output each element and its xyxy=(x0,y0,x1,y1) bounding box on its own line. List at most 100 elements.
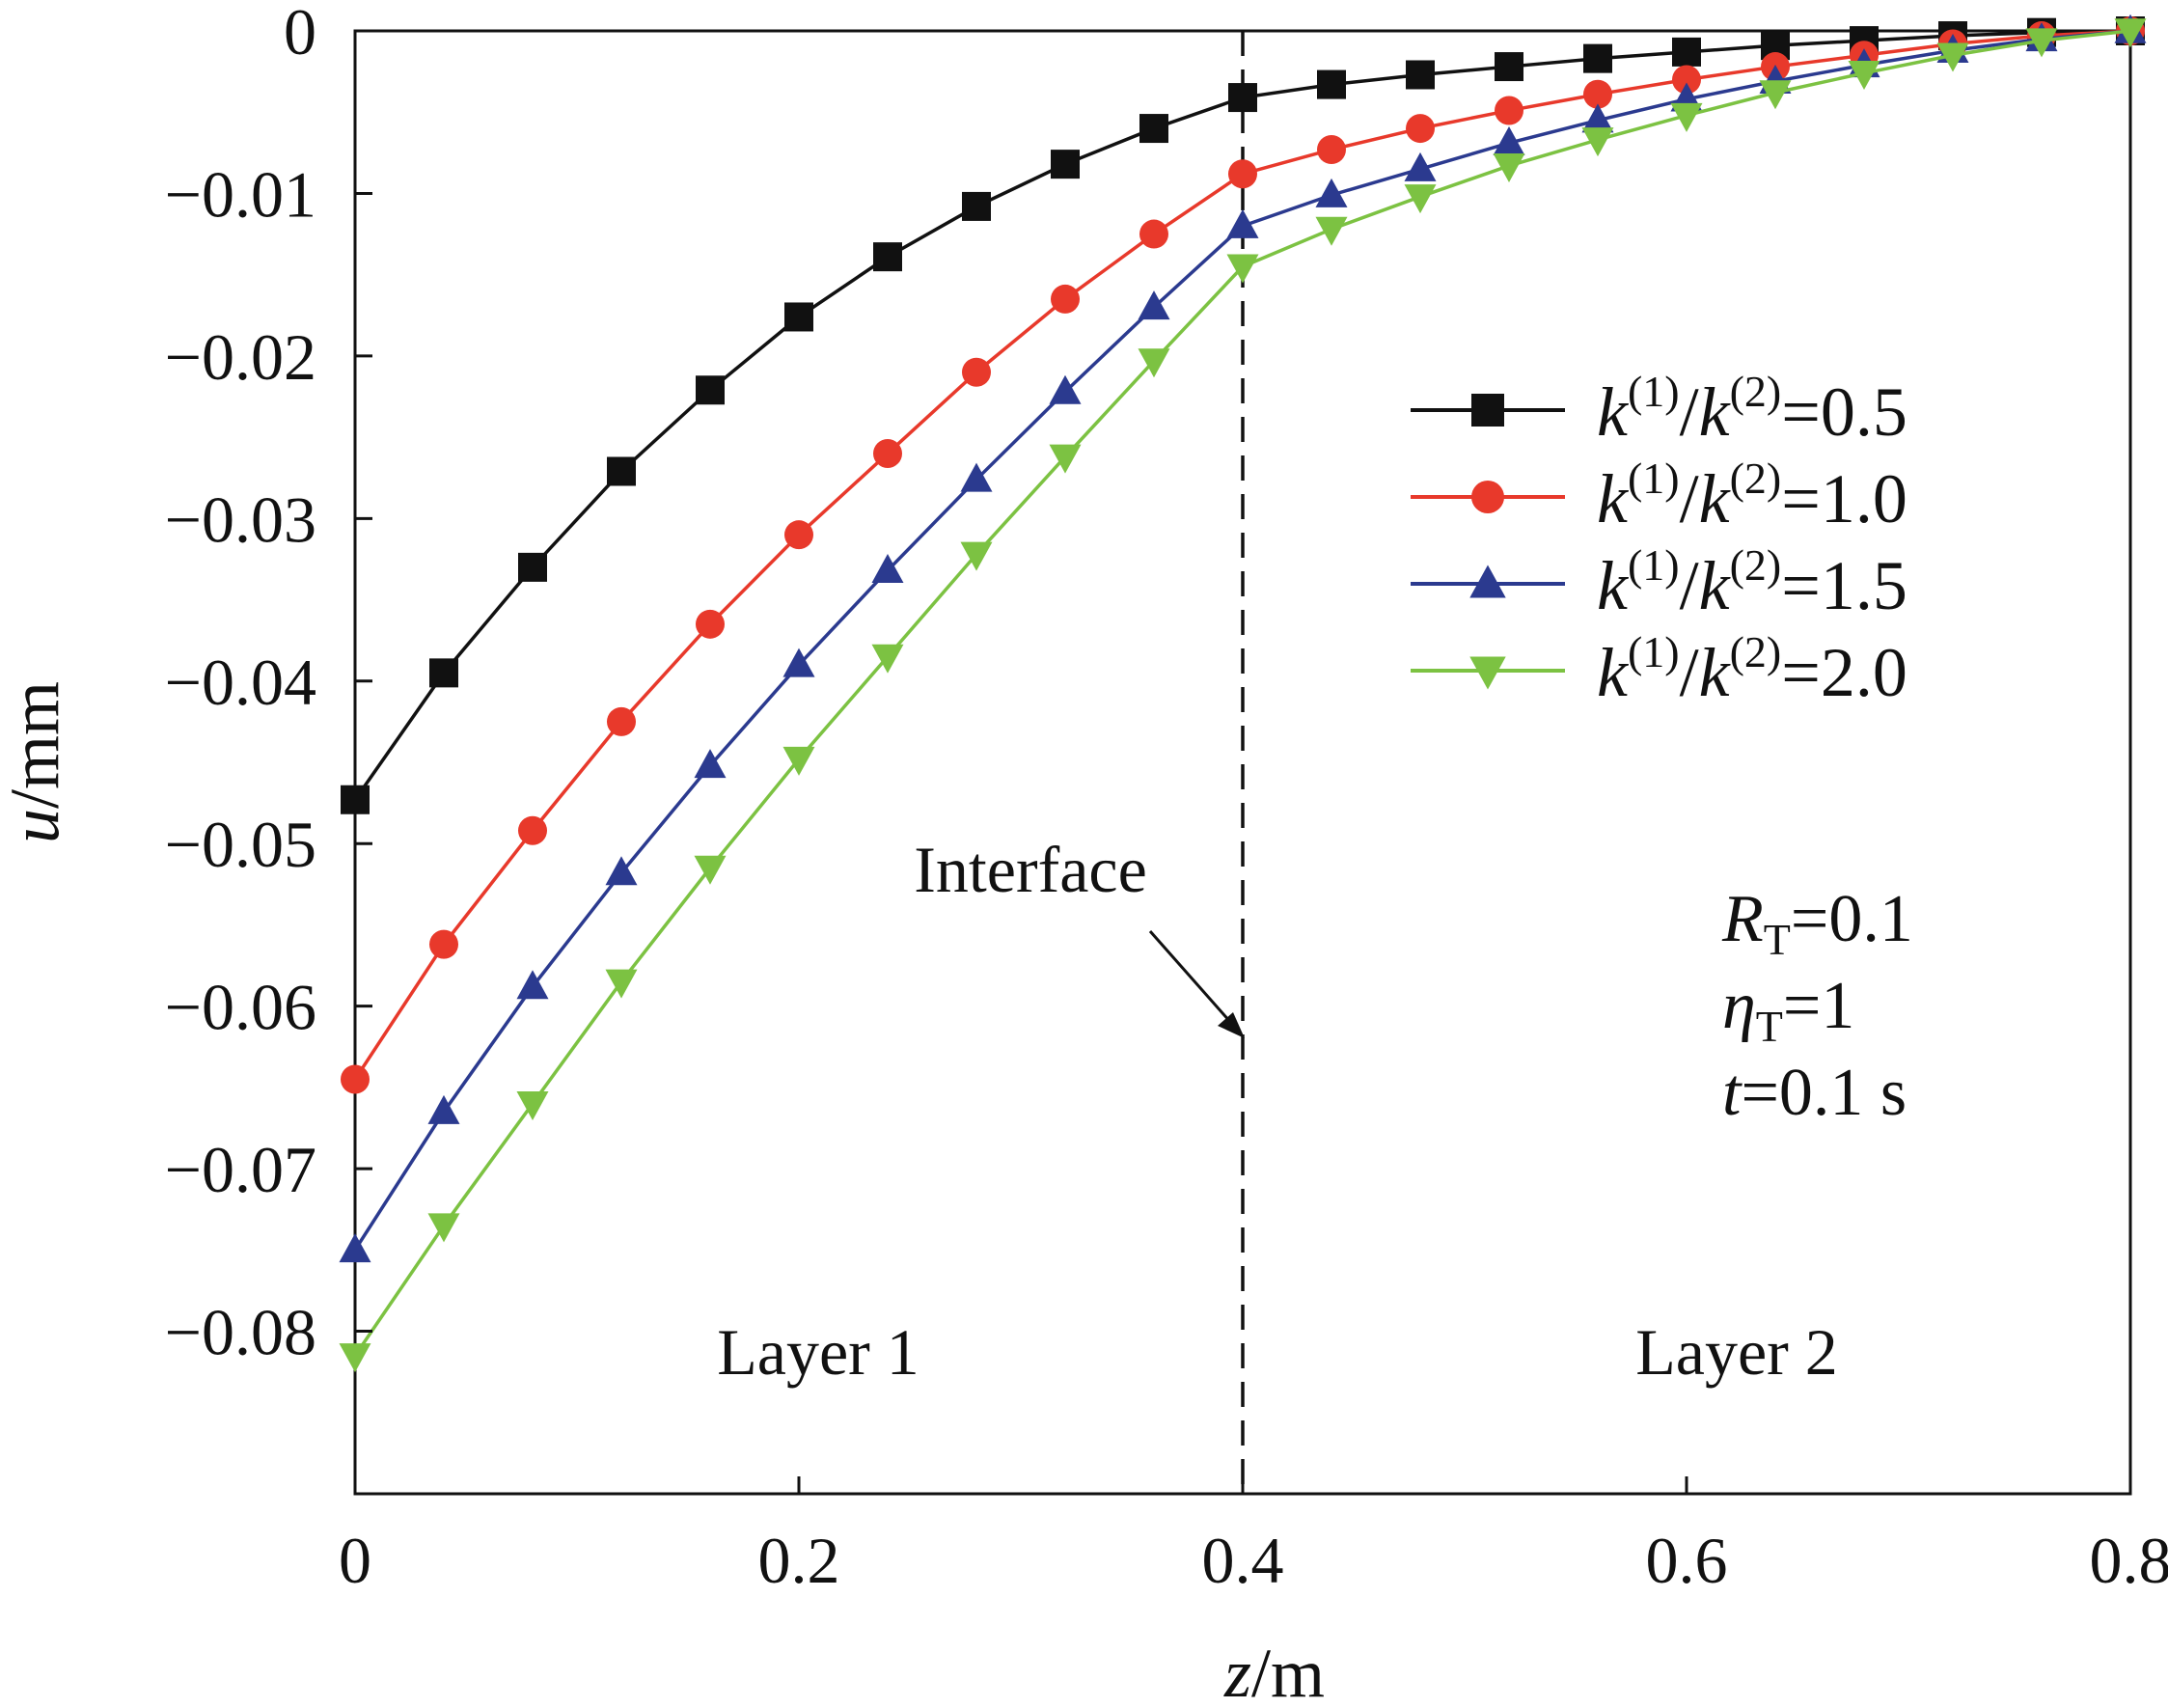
data-point xyxy=(1226,208,1259,238)
data-point xyxy=(1317,69,1346,99)
data-point xyxy=(518,552,547,582)
data-point xyxy=(871,553,904,583)
parameter-box: RT=0.1 ηT=1 t=0.1 s xyxy=(1721,882,1913,1130)
data-point xyxy=(2114,18,2147,48)
data-point xyxy=(516,970,549,1000)
legend: k(1)/k(2)=0.5k(1)/k(2)=1.0k(1)/k(2)=1.5k… xyxy=(1411,367,1907,711)
param-t: t=0.1 s xyxy=(1722,1056,1907,1130)
data-point xyxy=(960,462,993,492)
data-point xyxy=(339,1343,371,1373)
data-point xyxy=(1228,83,1257,113)
data-point xyxy=(1228,159,1257,189)
data-point xyxy=(341,1064,370,1094)
legend-swatch-marker xyxy=(1471,394,1504,427)
interface-label: Interface xyxy=(914,833,1147,906)
data-point xyxy=(1138,290,1170,320)
ticks-group: 0 0.2 0.4 0.6 0.8 0 −0.01 −0.02 −0.03 −0.04 −0.05 −… xyxy=(165,0,2168,1597)
data-point xyxy=(1583,79,1612,109)
y-tick-label: −0.05 xyxy=(165,808,316,881)
param-eta-t: ηT=1 xyxy=(1722,969,1854,1051)
data-point xyxy=(1495,52,1523,82)
data-point xyxy=(1672,65,1701,95)
data-point xyxy=(607,706,636,736)
y-tick-label: 0 xyxy=(284,0,316,69)
data-point xyxy=(1138,348,1170,378)
data-point xyxy=(962,357,991,387)
series-4 xyxy=(339,18,2147,1373)
data-point xyxy=(1583,43,1612,73)
legend-label: k(1)/k(2)=0.5 xyxy=(1597,367,1907,451)
data-point xyxy=(1493,153,1525,183)
data-point xyxy=(1581,127,1614,157)
data-point xyxy=(518,815,547,845)
data-point xyxy=(1315,216,1348,246)
layer-1-label: Layer 1 xyxy=(717,1315,919,1389)
data-point xyxy=(2025,28,2058,58)
data-point xyxy=(341,785,370,814)
data-point xyxy=(1139,219,1168,249)
x-tick-label: 0 xyxy=(339,1524,371,1597)
y-tick-label: −0.07 xyxy=(165,1133,316,1206)
x-tick-label: 0.8 xyxy=(2090,1524,2168,1597)
x-tick-label: 0.2 xyxy=(758,1524,840,1597)
legend-label: k(1)/k(2)=2.0 xyxy=(1597,627,1907,711)
series-1 xyxy=(341,16,2145,814)
legend-label: k(1)/k(2)=1.5 xyxy=(1597,540,1907,624)
data-point xyxy=(696,609,725,639)
series-2 xyxy=(341,16,2145,1094)
legend-swatch-marker xyxy=(1471,481,1504,513)
data-point xyxy=(696,375,725,405)
data-point xyxy=(1139,114,1168,144)
series-group xyxy=(339,14,2147,1373)
data-point xyxy=(339,1233,371,1263)
data-point xyxy=(871,644,904,674)
data-point xyxy=(1759,80,1792,110)
legend-swatch-marker xyxy=(1469,656,1506,690)
y-tick-label: −0.06 xyxy=(165,971,316,1044)
data-point xyxy=(427,1094,460,1124)
y-tick-label: −0.03 xyxy=(165,482,316,556)
data-point xyxy=(1406,114,1435,144)
interface-arrow xyxy=(1148,930,1245,1038)
data-point xyxy=(1226,254,1259,284)
y-tick-label: −0.02 xyxy=(165,320,316,394)
x-axis-title: z/m xyxy=(1223,1635,1325,1708)
data-point xyxy=(1670,102,1703,132)
data-point xyxy=(873,438,902,468)
legend-item: k(1)/k(2)=1.5 xyxy=(1411,540,1907,624)
legend-item: k(1)/k(2)=0.5 xyxy=(1411,367,1907,451)
data-point xyxy=(1404,152,1437,181)
data-point xyxy=(1581,103,1614,133)
data-point xyxy=(694,855,727,885)
data-point xyxy=(1315,178,1348,207)
data-point xyxy=(1936,42,1969,72)
data-point xyxy=(782,647,815,677)
data-point xyxy=(516,1090,549,1120)
data-point xyxy=(1493,125,1525,155)
data-point xyxy=(1404,184,1437,214)
data-point xyxy=(873,242,902,272)
data-point xyxy=(1051,284,1080,314)
data-point xyxy=(1848,61,1880,91)
data-point xyxy=(607,456,636,486)
y-tick-label: −0.04 xyxy=(165,646,316,719)
data-point xyxy=(429,929,458,959)
legend-item: k(1)/k(2)=2.0 xyxy=(1411,627,1907,711)
legend-item: k(1)/k(2)=1.0 xyxy=(1411,454,1907,537)
layer-2-label: Layer 2 xyxy=(1635,1315,1838,1389)
data-point xyxy=(784,302,813,332)
data-point xyxy=(1051,150,1080,179)
x-tick-label: 0.6 xyxy=(1646,1524,1728,1597)
legend-label: k(1)/k(2)=1.0 xyxy=(1597,454,1907,537)
data-point xyxy=(1406,60,1435,90)
legend-swatch-marker xyxy=(1469,565,1506,598)
data-point xyxy=(694,749,727,779)
param-r-t: RT=0.1 xyxy=(1721,882,1913,964)
data-point xyxy=(1672,37,1701,67)
y-tick-label: −0.08 xyxy=(165,1296,316,1369)
y-tick-label: −0.01 xyxy=(165,157,316,231)
data-point xyxy=(427,1213,460,1243)
data-point xyxy=(962,191,991,221)
data-point xyxy=(1317,134,1346,164)
